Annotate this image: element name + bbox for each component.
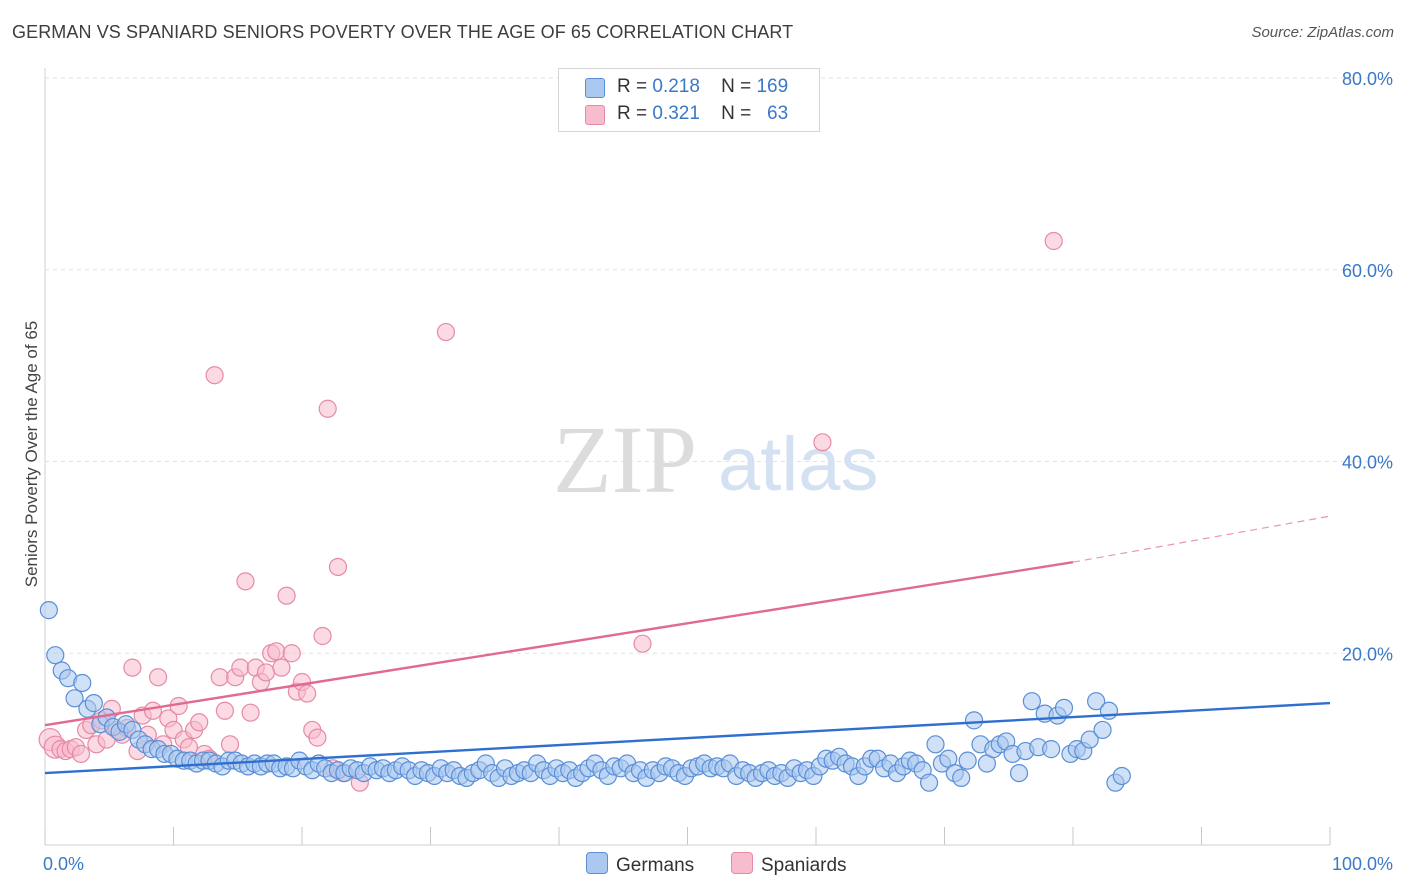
spaniard-point [328,557,348,577]
spaniard-point [143,701,163,720]
germans-r-value: 0.218 [652,76,700,97]
spaniard-point [308,728,327,747]
y-tick-label: 40.0% [1342,453,1393,473]
germans-n-value: 169 [756,76,789,97]
watermark: ZIP atlas [553,406,879,513]
bottom-germans-label: Germans [616,855,695,876]
spaniards-r-value: 0.321 [652,103,700,124]
y-tick-label: 60.0% [1342,261,1393,281]
x-tick-label: 100.0% [1332,854,1393,874]
german-point [958,751,977,770]
spaniard-point [256,663,276,682]
stats-legend: R = 0.218 N = 169 R = 0.321 N = 63 [558,68,820,132]
spaniards-n-label: N = [721,103,752,124]
y-tick-label: 20.0% [1342,644,1393,664]
spaniards-swatch [585,105,605,125]
spaniard-point [277,586,296,605]
bottom-legend-spaniards: Spaniards [731,852,847,877]
germans-trend-line [44,701,1331,775]
spaniard-point [123,658,142,677]
german-point [1112,766,1131,786]
spaniard-point [220,735,240,754]
spaniard-point [1044,231,1063,251]
german-point [65,689,84,708]
watermark-zip: ZIP [553,406,697,513]
spaniard-point [436,322,456,342]
spaniards-n-value: 63 [767,103,789,124]
spaniard-point [813,433,832,452]
spaniard-point [298,684,317,703]
german-point [1009,763,1029,783]
german-point [73,673,92,693]
spaniard-point [633,634,652,653]
tick-labels: 20.0% 40.0% 60.0% 80.0% 0.0% 100.0% [43,69,1393,874]
chart-title: GERMAN VS SPANIARD SENIORS POVERTY OVER … [12,22,794,42]
spaniard-point [190,713,209,732]
spaniard-point [272,658,291,677]
german-point [1087,692,1106,711]
spaniard-point [205,366,224,385]
german-point [964,711,984,730]
bottom-legend-germans: Germans [586,852,694,877]
spaniard-point [241,703,260,722]
germans-swatch [585,78,605,98]
bottom-spaniards-label: Spaniards [761,855,847,876]
germans-points [39,601,1131,792]
german-point [39,601,58,620]
bottom-germans-swatch [586,852,608,874]
german-point [1022,692,1041,711]
spaniard-point [71,744,91,764]
germans-r-label: R = [617,76,648,97]
german-point [1093,720,1112,740]
german-point [1080,730,1099,749]
spaniard-point [231,658,250,677]
spaniard-point [210,668,229,687]
german-point [1054,698,1074,717]
spaniards-r-label: R = [617,103,648,124]
german-point [1042,740,1061,759]
spaniard-point [267,642,286,661]
spaniards-trend-extension [1072,515,1331,563]
german-point [84,694,103,713]
y-axis-label: Seniors Poverty Over the Age of 65 [22,320,41,588]
axes [44,68,1331,846]
german-point [1099,701,1119,720]
spaniard-point [148,668,168,687]
german-point [919,773,939,792]
spaniards-points [38,231,1063,792]
watermark-atlas: atlas [718,422,879,507]
trend-lines [44,515,1331,775]
spaniard-point [236,572,255,591]
spaniard-point [313,626,332,646]
german-point [926,735,945,754]
source-label: Source: ZipAtlas.com [1251,24,1394,41]
y-tick-label: 80.0% [1342,69,1393,89]
german-point [952,768,971,787]
germans-n-label: N = [721,76,752,97]
bottom-spaniards-swatch [731,852,753,874]
grid-lines [45,77,1392,654]
german-point [46,646,65,665]
spaniard-point [282,644,301,663]
spaniard-point [215,701,234,720]
x-tick-label: 0.0% [43,854,84,874]
spaniard-point [318,399,337,418]
spaniards-trend-line [44,560,1074,727]
